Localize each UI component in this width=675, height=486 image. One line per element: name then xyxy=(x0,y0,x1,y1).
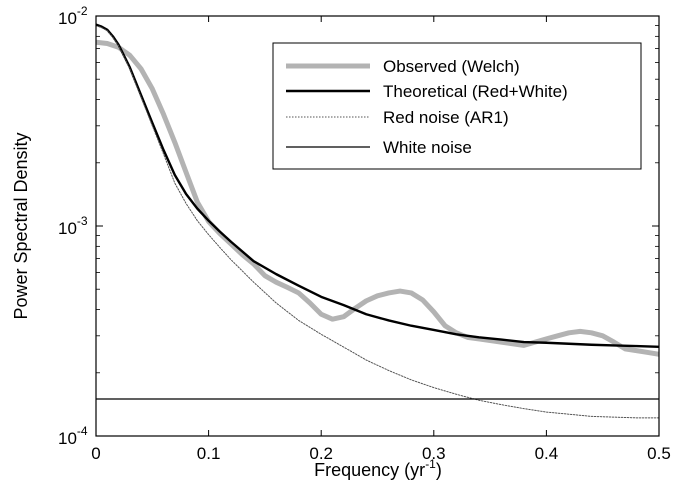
y-tick-label-exponent: -2 xyxy=(77,4,88,18)
series-line-red-noise-ar1 xyxy=(96,25,659,419)
y-axis-label: Power Spectral Density xyxy=(11,132,31,319)
x-tick-label: 0.2 xyxy=(309,444,333,463)
x-tick-label: 0 xyxy=(91,444,100,463)
x-tick-label: 0.5 xyxy=(647,444,671,463)
y-tick-label: 10-3 xyxy=(58,214,88,238)
x-axis-label: Frequency (yr-1) xyxy=(314,457,442,480)
y-tick-label-base: 10 xyxy=(58,429,77,448)
series-line-observed-welch xyxy=(96,39,659,357)
legend: Observed (Welch) Theoretical (Red+White) R… xyxy=(272,42,642,170)
x-axis-label-superscript: -1 xyxy=(425,457,436,471)
y-tick-label-base: 10 xyxy=(58,9,77,28)
series-layer xyxy=(96,23,659,419)
legend-label: White noise xyxy=(383,138,472,157)
y-tick-label: 10-4 xyxy=(58,424,88,448)
legend-label: Theoretical (Red+White) xyxy=(383,82,568,101)
x-axis-label-suffix: ) xyxy=(436,460,442,480)
x-tick-label: 0.1 xyxy=(197,444,221,463)
y-tick-label-exponent: -3 xyxy=(77,214,88,228)
x-axis-label-text: Frequency (yr xyxy=(314,460,425,480)
x-tick-label: 0.3 xyxy=(422,444,446,463)
legend-label: Red noise (AR1) xyxy=(383,108,509,127)
legend-label: Observed (Welch) xyxy=(383,57,520,76)
series-line-theoretical-red-white xyxy=(96,23,659,348)
y-tick-label: 10-2 xyxy=(58,4,88,28)
ticks-layer: 0 0.1 0.2 0.3 0.4 0.510-410-310-2 xyxy=(58,4,671,463)
x-tick-label: 0.4 xyxy=(535,444,559,463)
y-tick-label-exponent: -4 xyxy=(77,424,88,438)
y-tick-label-base: 10 xyxy=(58,219,77,238)
